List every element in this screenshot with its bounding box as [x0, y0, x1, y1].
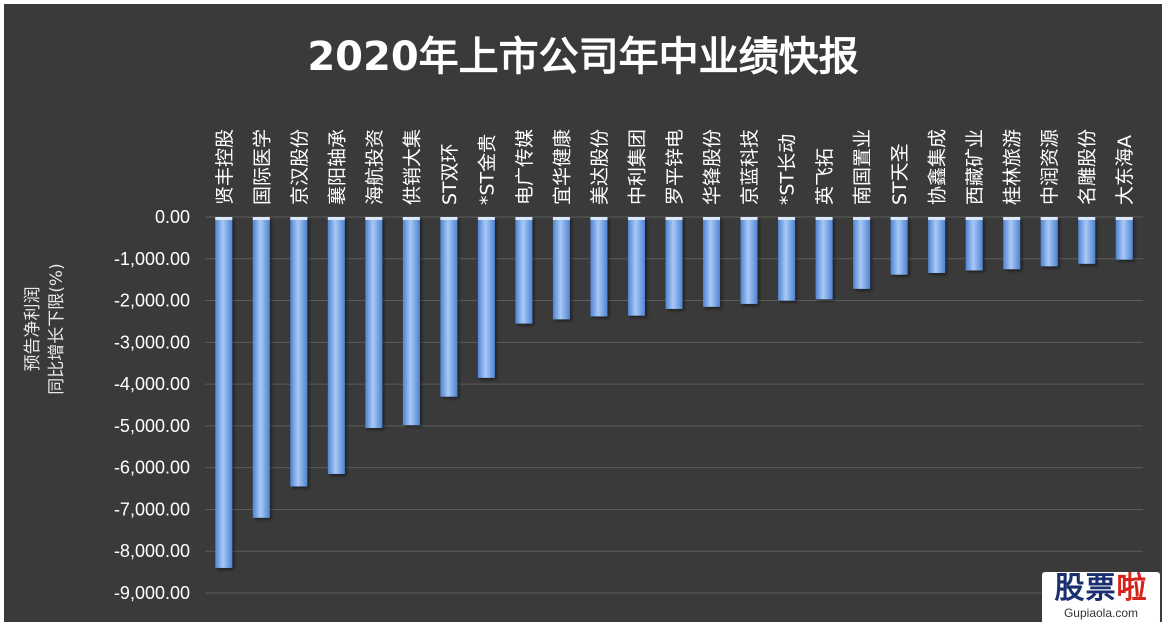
bar-cap — [703, 217, 721, 220]
bar-cap — [365, 217, 383, 220]
bar — [627, 217, 645, 316]
bar-cap — [402, 217, 420, 220]
bar — [590, 217, 608, 317]
x-tick-label: 大东海A — [1114, 135, 1136, 205]
y-tick-label: 0.00 — [155, 207, 190, 227]
x-tick-label: 国际医学 — [251, 129, 273, 205]
bar-cap — [290, 217, 308, 220]
bar — [740, 217, 758, 304]
x-tick-label: 名雕股份 — [1077, 129, 1099, 205]
bar-cap — [665, 217, 683, 220]
bar-cap — [778, 217, 796, 220]
y-axis-label-line: 预告净利润 — [23, 287, 43, 372]
bar-cap — [1115, 217, 1133, 220]
x-tick-label: 美达股份 — [589, 129, 611, 205]
watermark-logo-part2: 啦 — [1116, 571, 1148, 606]
x-tick-label: ST天圣 — [889, 143, 911, 205]
bar — [1078, 217, 1096, 264]
bar — [815, 217, 833, 300]
bar-cap — [1003, 217, 1021, 220]
y-tick-label: -3,000.00 — [114, 332, 190, 352]
bar-cap — [440, 217, 458, 220]
bar — [1040, 217, 1058, 267]
bar — [215, 217, 233, 568]
bar — [853, 217, 871, 289]
bar-cap — [1040, 217, 1058, 220]
y-tick-label: -7,000.00 — [114, 499, 190, 519]
watermark-logo-part1: 股票 — [1054, 571, 1117, 606]
chart-title: 2020年上市公司年中业绩快报 — [307, 34, 858, 80]
bar — [552, 217, 570, 320]
bar — [1003, 217, 1021, 270]
bar-cap — [252, 217, 270, 220]
x-tick-label: 京蓝科技 — [739, 129, 761, 205]
x-tick-label: ST双环 — [439, 143, 461, 205]
bar-cap — [740, 217, 758, 220]
x-tick-label: 华锋股份 — [702, 129, 724, 205]
x-tick-label: 罗平锌电 — [664, 129, 686, 205]
bar-cap — [515, 217, 533, 220]
bar — [402, 217, 420, 426]
x-tick-label: 南国置业 — [852, 129, 874, 205]
bar-cap — [1078, 217, 1096, 220]
bar-cap — [477, 217, 495, 220]
bar-cap — [853, 217, 871, 220]
bar — [515, 217, 533, 324]
y-axis-label-line: 同比增长下限(%) — [47, 263, 67, 394]
bar — [965, 217, 983, 271]
watermark-logo-text: 股票啦 — [1042, 572, 1160, 606]
x-tick-label: 海航投资 — [364, 129, 386, 205]
x-tick-label: *ST长动 — [777, 134, 799, 205]
bar-cap — [552, 217, 570, 220]
x-tick-label: 贤丰控股 — [214, 129, 236, 205]
plot-background — [4, 4, 1162, 622]
bar — [440, 217, 458, 397]
y-tick-label: -1,000.00 — [114, 249, 190, 269]
y-axis-label: 预告净利润 同比增长下限(%) — [23, 263, 67, 394]
bar — [928, 217, 946, 273]
bar — [890, 217, 908, 275]
x-tick-label: *ST金贵 — [476, 134, 498, 205]
x-tick-label: 供销大集 — [401, 129, 423, 205]
bar — [778, 217, 796, 301]
bar-cap — [965, 217, 983, 220]
bar-cap — [815, 217, 833, 220]
x-tick-label: 宜华健康 — [551, 129, 573, 205]
bar — [252, 217, 270, 518]
y-tick-label: -5,000.00 — [114, 416, 190, 436]
y-tick-label: -4,000.00 — [114, 374, 190, 394]
watermark-url: Gupiaola.com — [1063, 606, 1139, 620]
x-tick-label: 桂林旅游 — [1002, 129, 1024, 205]
bar — [365, 217, 383, 428]
y-tick-label: -9,000.00 — [114, 583, 190, 603]
bar — [327, 217, 345, 474]
x-tick-label: 襄阳轴承 — [326, 129, 348, 205]
bar — [703, 217, 721, 307]
x-tick-label: 电广传媒 — [514, 129, 536, 205]
bar-cap — [215, 217, 233, 220]
y-tick-label: -6,000.00 — [114, 458, 190, 478]
bar — [1115, 217, 1133, 260]
bar-cap — [590, 217, 608, 220]
x-tick-label: 西藏矿业 — [964, 129, 986, 205]
bar-cap — [327, 217, 345, 220]
bar — [477, 217, 495, 378]
y-tick-label: -2,000.00 — [114, 291, 190, 311]
bar-cap — [928, 217, 946, 220]
y-tick-label: -8,000.00 — [114, 541, 190, 561]
x-tick-label: 中润资源 — [1039, 129, 1061, 205]
bar — [665, 217, 683, 309]
x-tick-label: 英飞拓 — [814, 148, 836, 205]
bar-cap — [890, 217, 908, 220]
x-tick-label: 京汉股份 — [289, 129, 311, 205]
bar-cap — [627, 217, 645, 220]
x-tick-label: 中利集团 — [626, 129, 648, 205]
watermark-logo: 股票啦 Gupiaola.com — [1042, 572, 1160, 624]
bar — [290, 217, 308, 487]
x-tick-label: 协鑫集成 — [927, 129, 949, 205]
